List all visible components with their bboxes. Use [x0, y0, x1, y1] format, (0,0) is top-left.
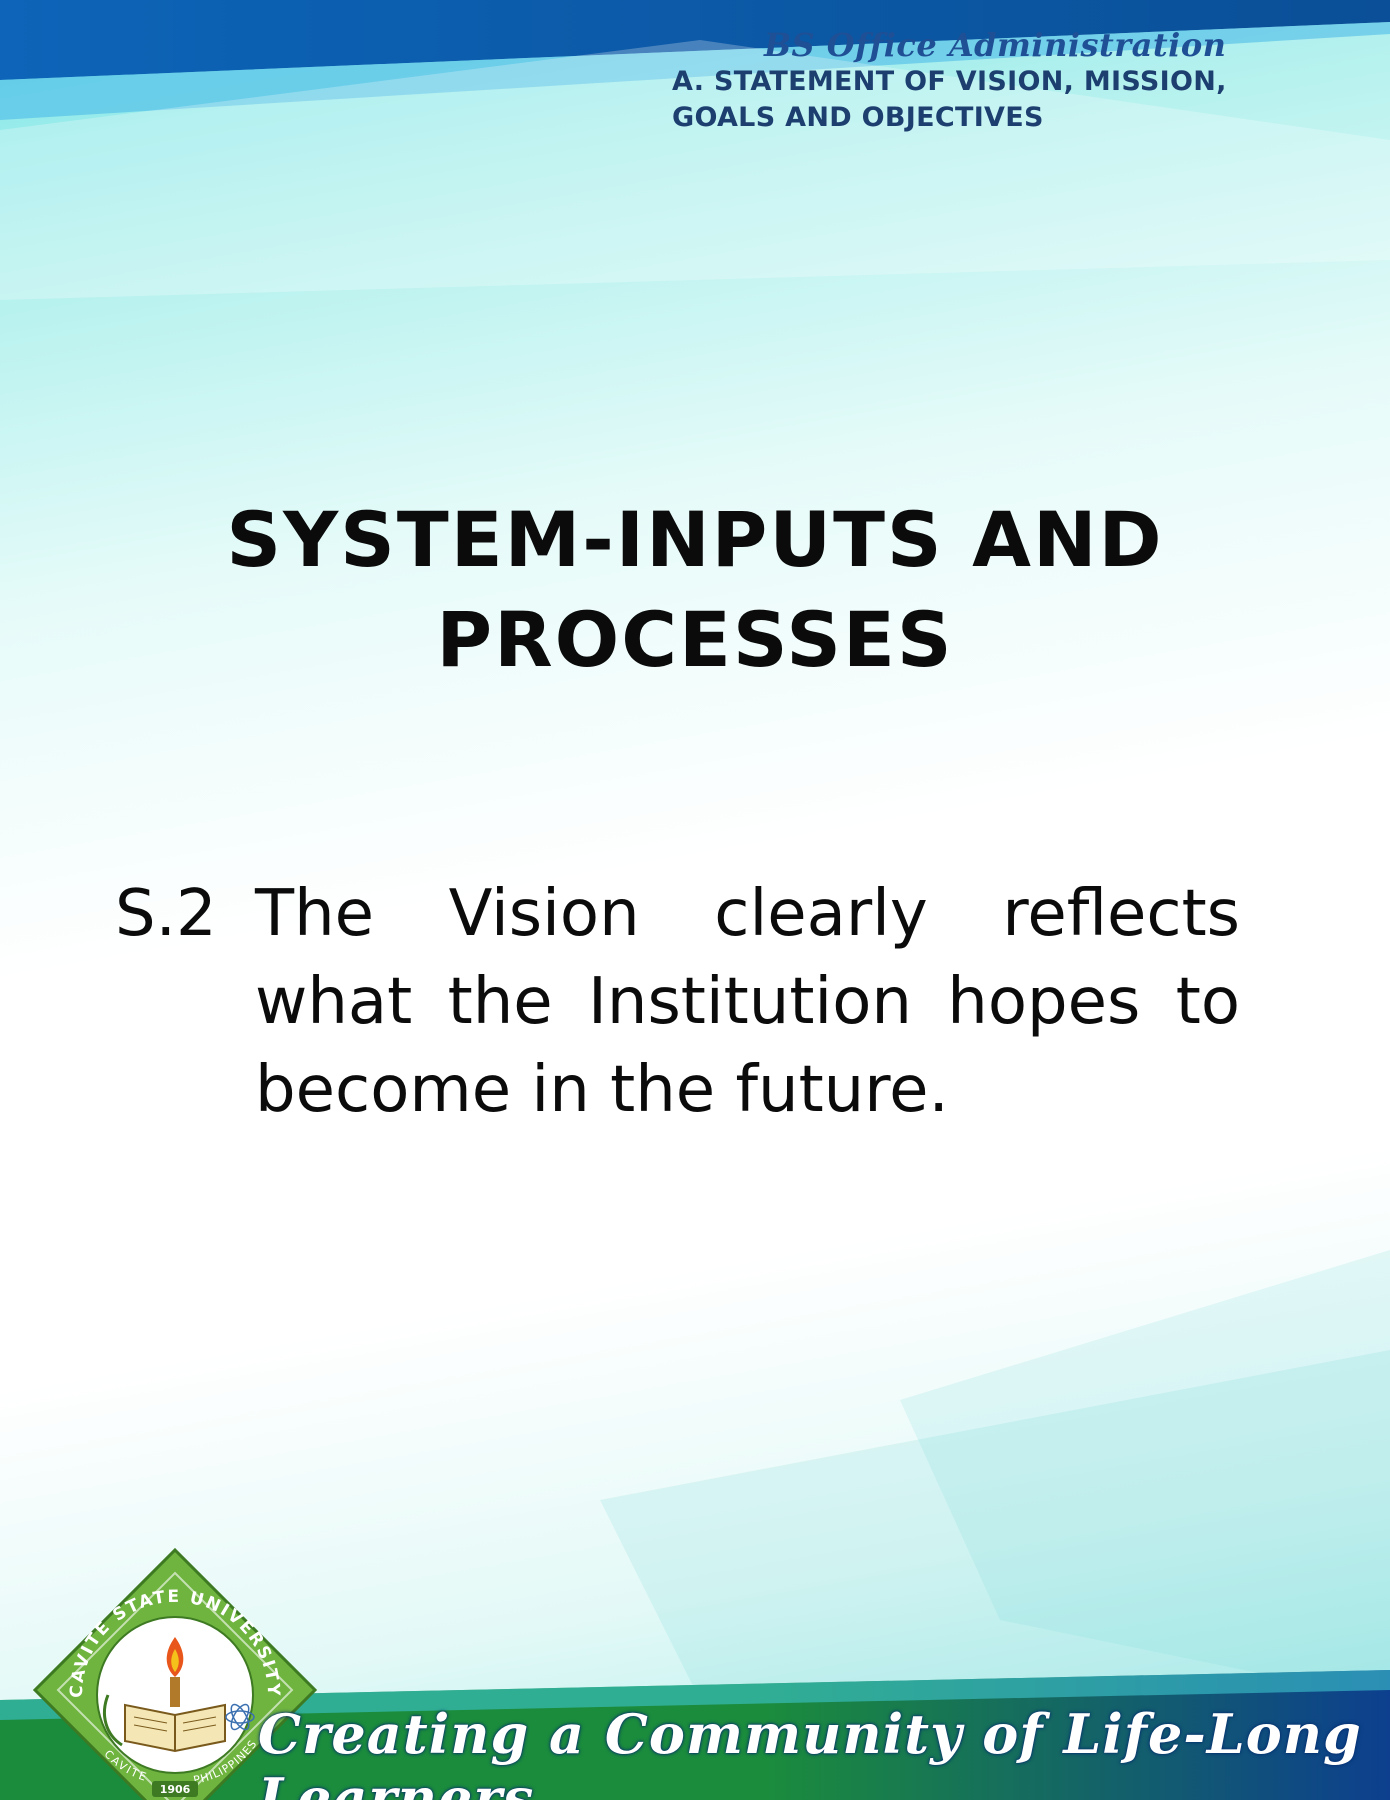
footer-slogan: Creating a Community of Life-Long Learne…: [258, 1702, 1362, 1800]
statement-number: S.2: [115, 877, 217, 951]
top-band: [0, 0, 1390, 80]
program-name: BS Office Administration: [764, 26, 1227, 64]
page-title-line2: PROCESSES: [436, 595, 954, 684]
svg-text:1906: 1906: [160, 1783, 191, 1796]
page-title-line1: SYSTEM-INPUTS AND: [226, 495, 1164, 584]
section-title-line2: GOALS AND OBJECTIVES: [672, 102, 1044, 133]
document-header: BS Office Administration A. STATEMENT OF…: [672, 26, 1312, 136]
section-title-line1: A. STATEMENT OF VISION, MISSION,: [672, 66, 1227, 97]
statement-text: The Vision clearly reflects what the Ins…: [255, 877, 1240, 1127]
standard-statement: S.2 The Vision clearly reflects what the…: [115, 870, 1240, 1134]
university-seal-logo: CAVITE STATE UNIVERSITY CAVITE PHILIPPIN…: [32, 1547, 318, 1800]
page-title: SYSTEM-INPUTS AND PROCESSES: [0, 490, 1390, 690]
